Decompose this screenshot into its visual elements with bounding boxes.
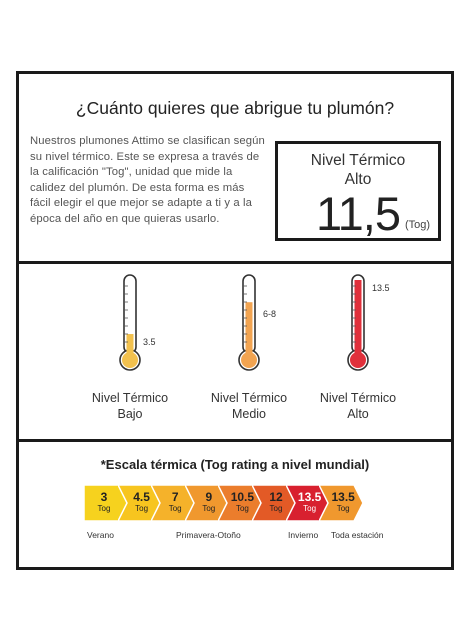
thermometer-icon	[347, 274, 369, 371]
scale-step-unit: Tog	[202, 504, 216, 513]
scale-step-unit: Tog	[336, 504, 350, 513]
thermometer-medium-caption: Nivel Térmico Medio	[210, 391, 288, 421]
thermometer-high	[346, 272, 370, 372]
thermometer-icon	[238, 274, 260, 371]
description-text: Nuestros plumones Attimo se clasifican s…	[30, 135, 265, 225]
scale-step-value: 7	[171, 490, 179, 504]
scale-step-unit: Tog	[269, 504, 283, 513]
thermometer-low-level: 3.5	[143, 337, 156, 347]
season-label-winter: Invierno	[288, 530, 319, 540]
scale-step-value: 12	[269, 490, 283, 504]
scale-step-8: 13.5 Tog	[317, 484, 365, 522]
section-divider	[16, 261, 454, 264]
season-label-spring-autumn: Primavera-Otoño	[176, 530, 241, 540]
scale-step-value: 9	[205, 490, 213, 504]
scale-step-value: 3	[100, 490, 108, 504]
thermometer-medium-level: 6-8	[263, 309, 277, 319]
scale-step-unit: Tog	[135, 504, 149, 513]
tog-rating-box: Nivel Térmico Alto 11,5 (Tog)	[275, 141, 441, 241]
section-divider	[16, 439, 454, 442]
scale-step-unit: Tog	[235, 504, 249, 513]
thermometer-high-caption: Nivel Térmico Alto	[319, 391, 397, 421]
tog-rating-label: Nivel Térmico Alto	[310, 152, 406, 188]
season-label-summer: Verano	[87, 530, 114, 540]
scale-step-7: 13.5 Tog	[284, 484, 331, 522]
scale-step-value: 13.5	[331, 490, 355, 504]
scale-step-unit: Tog	[303, 504, 317, 513]
thermometer-high-level: 13.5	[372, 283, 390, 293]
infographic-frame	[16, 71, 454, 570]
thermometer-medium	[237, 272, 261, 372]
page-title: ¿Cuánto quieres que abrigue tu plumón?	[75, 98, 395, 118]
scale-step-value: 4.5	[133, 490, 150, 504]
tog-unit-label: (Tog)	[405, 219, 431, 231]
tog-rating-value: 11,5	[316, 187, 401, 240]
scale-step-2: 4.5 Tog	[116, 484, 163, 522]
thermometer-low-caption: Nivel Térmico Bajo	[91, 391, 169, 421]
scale-step-value: 13.5	[297, 490, 322, 504]
thermal-scale-title: *Escala térmica (Tog rating a nivel mund…	[100, 457, 370, 472]
thermometer-low	[118, 272, 142, 372]
thermometer-icon	[119, 274, 141, 371]
scale-step-value: 10.5	[230, 490, 255, 504]
scale-step-unit: Tog	[168, 504, 182, 513]
scale-step-unit: Tog	[97, 504, 111, 513]
season-label-all-season: Toda estación	[331, 530, 384, 540]
